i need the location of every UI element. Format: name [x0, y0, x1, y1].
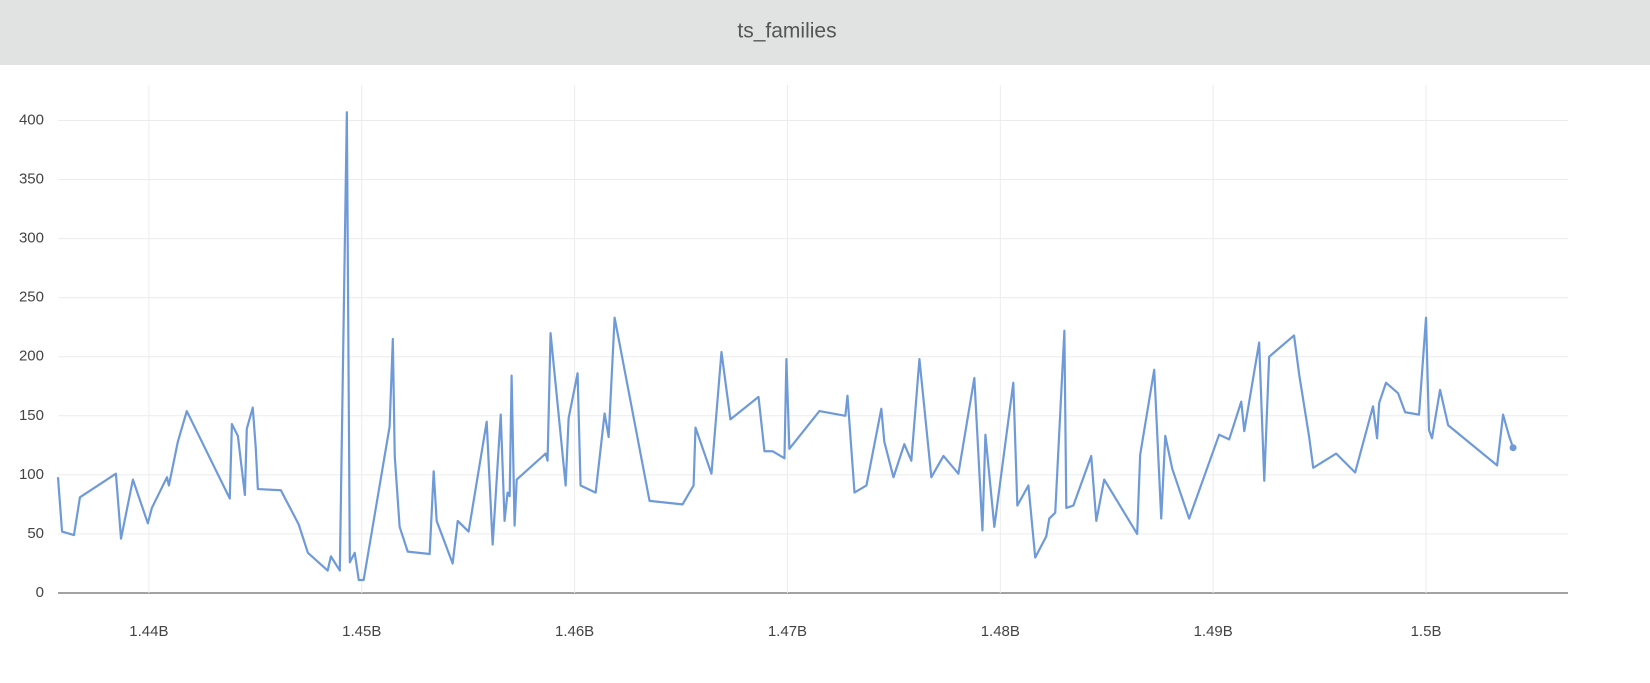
x-tick-label: 1.48B: [981, 623, 1020, 640]
y-tick-label: 250: [19, 289, 44, 306]
y-tick-label: 150: [19, 407, 44, 424]
end-point: [1509, 444, 1517, 452]
x-tick-label: 1.44B: [129, 623, 168, 640]
series-line: [56, 111, 1515, 582]
y-tick-label: 0: [36, 584, 44, 601]
y-tick-label: 400: [19, 111, 44, 128]
y-tick-label: 350: [19, 170, 44, 187]
y-tick-label: 200: [19, 348, 44, 365]
header-bar: [0, 0, 1650, 65]
x-tick-label: 1.45B: [342, 623, 381, 640]
x-tick-label: 1.47B: [768, 623, 807, 640]
y-tick-label: 50: [27, 525, 44, 542]
x-tick-label: 1.49B: [1194, 623, 1233, 640]
x-tick-label: 1.5B: [1411, 623, 1442, 640]
x-tick-label: 1.46B: [555, 623, 594, 640]
y-tick-label: 100: [19, 466, 44, 483]
chart-title: ts_families: [737, 20, 836, 43]
y-tick-label: 300: [19, 230, 44, 247]
